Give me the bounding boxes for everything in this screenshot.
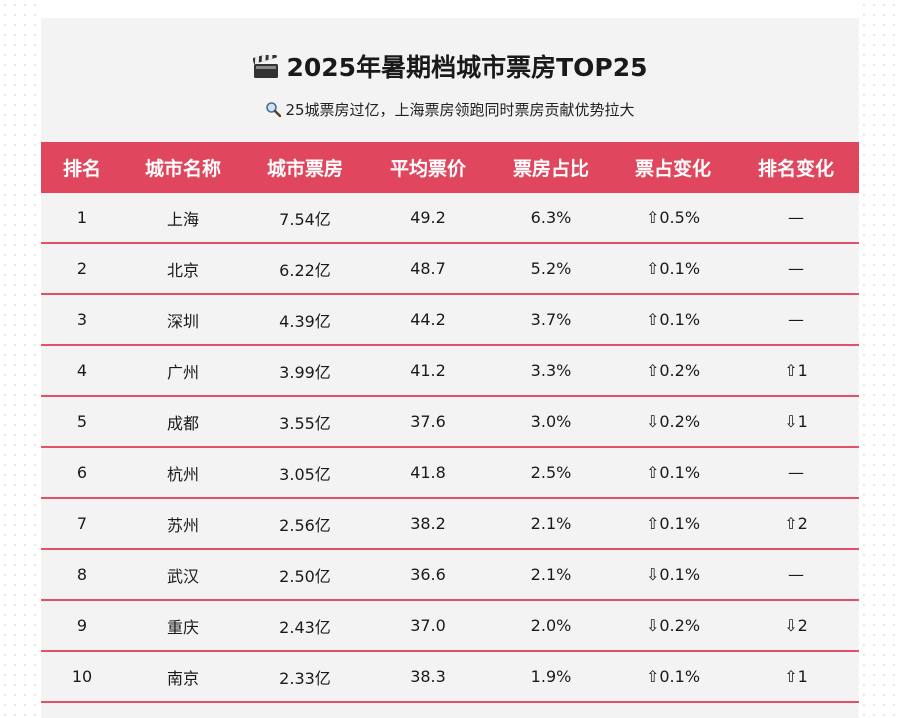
page-title-text: 2025年暑期档城市票房TOP25	[286, 53, 648, 82]
cell-box-office: 6.22亿	[279, 260, 331, 280]
cell-rank: 5	[76, 412, 88, 431]
cell-box-office: 2.43亿	[279, 617, 331, 637]
cell-city: 苏州	[166, 515, 199, 535]
cell-share: 6.3%	[530, 208, 572, 227]
magnifier-icon	[266, 102, 282, 117]
table-header: 排名 城市名称 城市票房 平均票价 票房占比 票占变化 排名变化	[41, 142, 859, 193]
cell-rank-change: —	[788, 208, 804, 227]
cell-rank: 2	[76, 259, 88, 278]
cell-avg-price: 38.3	[410, 667, 446, 686]
cell-share: 3.0%	[530, 412, 572, 431]
cell-box-office: 3.99亿	[279, 362, 331, 382]
cell-share-change: ⇩0.2%	[645, 412, 701, 431]
clapperboard-icon	[252, 55, 278, 78]
cell-rank: 3	[76, 310, 88, 329]
header-rank-change: 排名变化	[757, 158, 834, 180]
cell-rank-change: ⇩2	[784, 616, 808, 635]
cell-rank-change: ⇧2	[784, 514, 808, 533]
cell-share: 2.1%	[530, 514, 572, 533]
cell-avg-price: 37.0	[410, 616, 446, 635]
cell-rank: 7	[76, 514, 88, 533]
cell-city: 南京	[166, 668, 199, 688]
cell-box-office: 2.56亿	[279, 515, 331, 535]
table-row: 6 杭州 3.05亿 41.8 2.5% ⇧0.1% —	[41, 448, 859, 499]
header-avg-price: 平均票价	[389, 158, 466, 180]
page-subtitle-text: 25城票房过亿，上海票房领跑同时票房贡献优势拉大	[285, 101, 635, 119]
header-rank: 排名	[62, 158, 101, 180]
dotted-background-right	[859, 0, 900, 718]
cell-box-office: 3.05亿	[279, 464, 331, 484]
table-row: 2 北京 6.22亿 48.7 5.2% ⇧0.1% —	[41, 244, 859, 295]
table-row: 7 苏州 2.56亿 38.2 2.1% ⇧0.1% ⇧2	[41, 499, 859, 550]
cell-share: 2.1%	[530, 565, 572, 584]
cell-avg-price: 41.8	[410, 463, 446, 482]
table-row: 9 重庆 2.43亿 37.0 2.0% ⇩0.2% ⇩2	[41, 601, 859, 652]
ranking-card: 2025年暑期档城市票房TOP25 25城票房过亿，上海票房领跑同时票房贡献优势…	[41, 18, 859, 718]
cell-share: 2.5%	[530, 463, 572, 482]
cell-rank: 10	[71, 667, 93, 686]
cell-rank: 8	[76, 565, 88, 584]
table-row: 8 武汉 2.50亿 36.6 2.1% ⇩0.1% —	[41, 550, 859, 601]
cell-box-office: 4.39亿	[279, 311, 331, 331]
header-box-office: 城市票房	[266, 158, 343, 180]
cell-rank: 6	[76, 463, 88, 482]
cell-share: 1.9%	[530, 667, 572, 686]
cell-box-office: 2.33亿	[279, 668, 331, 688]
cell-city: 杭州	[166, 464, 199, 484]
table-row: 5 成都 3.55亿 37.6 3.0% ⇩0.2% ⇩1	[41, 397, 859, 448]
page-title: 2025年暑期档城市票房TOP25	[41, 48, 859, 88]
cell-city: 武汉	[166, 566, 199, 586]
cell-share-change: ⇩0.2%	[645, 616, 701, 635]
cell-avg-price: 38.2	[410, 514, 446, 533]
cell-share-change: ⇧0.1%	[645, 667, 701, 686]
cell-share-change: ⇧0.1%	[645, 259, 701, 278]
cell-avg-price: 48.7	[410, 259, 446, 278]
cell-rank-change: —	[788, 565, 804, 584]
cell-share-change: ⇧0.1%	[645, 514, 701, 533]
table-row: 4 广州 3.99亿 41.2 3.3% ⇧0.2% ⇧1	[41, 346, 859, 397]
dotted-background-left	[0, 0, 41, 718]
cell-rank: 4	[76, 361, 88, 380]
cell-share-change: ⇧0.2%	[645, 361, 701, 380]
cell-share-change: ⇩0.1%	[645, 565, 701, 584]
cell-city: 成都	[166, 413, 199, 433]
cell-rank-change: ⇧1	[784, 667, 808, 686]
cell-rank-change: —	[788, 259, 804, 278]
cell-rank-change: ⇩1	[784, 412, 808, 431]
cell-rank: 9	[76, 616, 88, 635]
cell-share-change: ⇧0.1%	[645, 463, 701, 482]
header-share: 票房占比	[512, 158, 589, 180]
table-row: 10 南京 2.33亿 38.3 1.9% ⇧0.1% ⇧1	[41, 652, 859, 703]
cell-avg-price: 36.6	[410, 565, 446, 584]
cell-rank-change: —	[788, 463, 804, 482]
cell-avg-price: 44.2	[410, 310, 446, 329]
cell-city: 深圳	[166, 311, 199, 331]
cell-box-office: 2.50亿	[279, 566, 331, 586]
cell-share-change: ⇧0.1%	[645, 310, 701, 329]
cell-city: 上海	[166, 209, 199, 229]
box-office-table: 排名 城市名称 城市票房 平均票价 票房占比 票占变化 排名变化 1 上海 7.54…	[41, 142, 859, 703]
cell-share: 5.2%	[530, 259, 572, 278]
table-row: 3 深圳 4.39亿 44.2 3.7% ⇧0.1% —	[41, 295, 859, 346]
cell-box-office: 3.55亿	[279, 413, 331, 433]
cell-city: 广州	[166, 362, 199, 382]
cell-box-office: 7.54亿	[279, 209, 331, 229]
cell-avg-price: 41.2	[410, 361, 446, 380]
header-share-change: 票占变化	[634, 158, 711, 180]
table-body: 1 上海 7.54亿 49.2 6.3% ⇧0.5% — 2 北京 6.22亿 48.7 5.2% ⇧0…	[41, 193, 859, 703]
cell-rank-change: —	[788, 310, 804, 329]
cell-city: 北京	[166, 260, 199, 280]
cell-rank-change: ⇧1	[784, 361, 808, 380]
cell-share: 3.3%	[530, 361, 572, 380]
cell-city: 重庆	[166, 617, 199, 637]
cell-avg-price: 37.6	[410, 412, 446, 431]
cell-avg-price: 49.2	[410, 208, 446, 227]
cell-rank: 1	[76, 208, 88, 227]
cell-share: 2.0%	[530, 616, 572, 635]
page-subtitle: 25城票房过亿，上海票房领跑同时票房贡献优势拉大	[41, 98, 859, 122]
cell-share: 3.7%	[530, 310, 572, 329]
table-row: 1 上海 7.54亿 49.2 6.3% ⇧0.5% —	[41, 193, 859, 244]
header-city: 城市名称	[144, 158, 221, 180]
cell-share-change: ⇧0.5%	[645, 208, 701, 227]
